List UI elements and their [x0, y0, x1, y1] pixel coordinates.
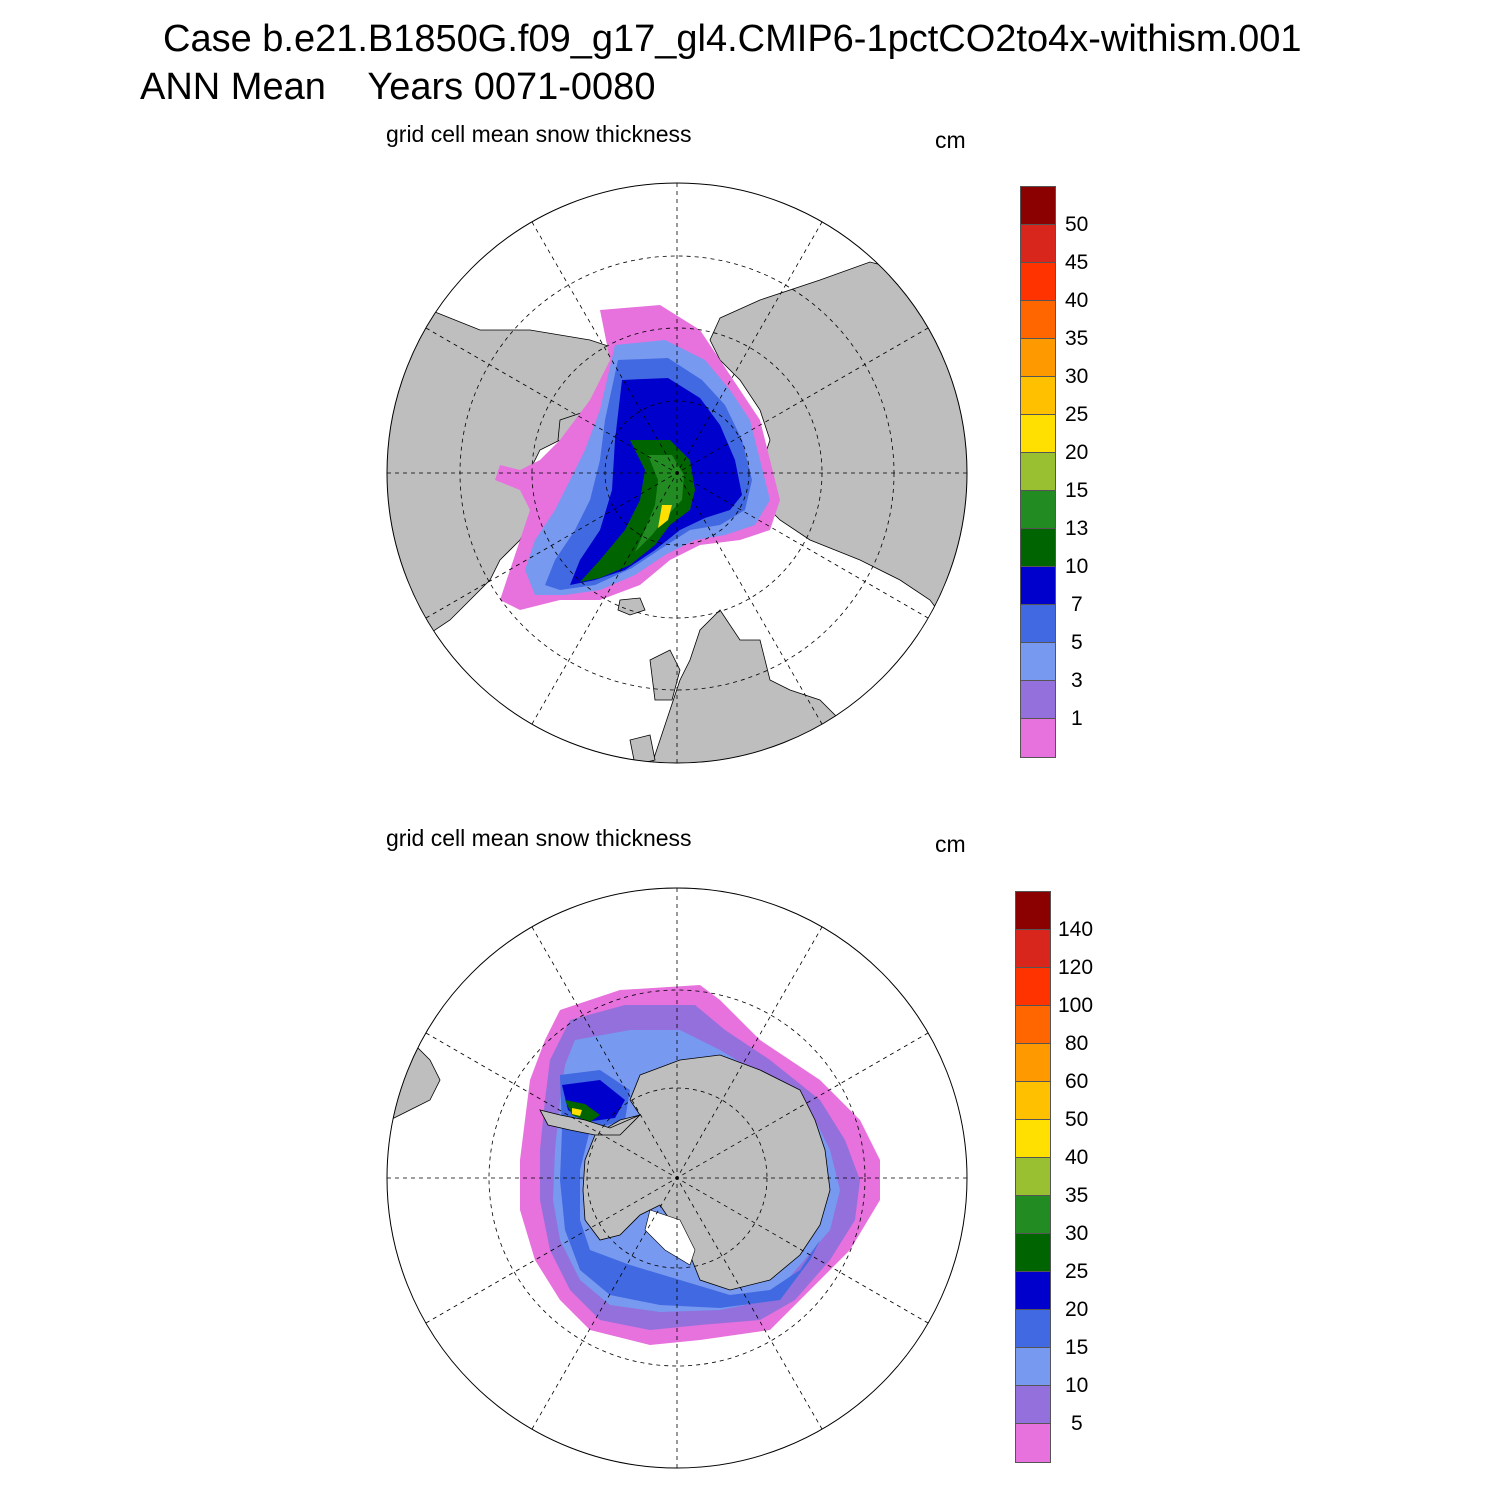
south-snow-darkgreen	[565, 1100, 600, 1122]
south-colorbar-label: 140	[1058, 918, 1094, 941]
south-polar-map	[386, 887, 968, 1469]
south-colorbar-label: 100	[1058, 994, 1094, 1017]
north-colorbar-label: 30	[1065, 365, 1089, 388]
period-title: ANN Mean Years 0071-0080	[140, 66, 656, 108]
north-polar-map	[386, 182, 968, 764]
south-colorbar-box	[1016, 1348, 1050, 1386]
south-colorbar-label: 5	[1071, 1412, 1083, 1435]
north-panel-title: grid cell mean snow thickness	[386, 121, 692, 147]
north-colorbar-box	[1021, 491, 1055, 529]
south-snow-yellow	[572, 1108, 582, 1116]
south-colorbar-box	[1016, 1120, 1050, 1158]
north-colorbar-box	[1021, 339, 1055, 377]
south-colorbar-box	[1016, 1272, 1050, 1310]
south-colorbar-box	[1016, 1082, 1050, 1120]
north-colorbar-box	[1021, 605, 1055, 643]
north-colorbar-label: 3	[1071, 669, 1083, 692]
south-colorbar-label: 50	[1065, 1108, 1089, 1131]
north-snow-green	[635, 455, 684, 552]
south-colorbar	[1015, 891, 1051, 1463]
north-colorbar-box	[1021, 377, 1055, 415]
north-graticule	[387, 183, 967, 763]
north-colorbar	[1020, 186, 1056, 758]
south-colorbar-box	[1016, 1386, 1050, 1424]
north-colorbar-label: 25	[1065, 403, 1089, 426]
north-colorbar-label: 1	[1071, 707, 1083, 730]
south-colorbar-label: 40	[1065, 1146, 1089, 1169]
north-colorbar-box	[1021, 643, 1055, 681]
south-colorbar-box	[1016, 1196, 1050, 1234]
north-colorbar-box	[1021, 567, 1055, 605]
north-colorbar-box	[1021, 681, 1055, 719]
south-colorbar-label: 120	[1058, 956, 1094, 979]
south-panel-title: grid cell mean snow thickness	[386, 825, 692, 851]
ross-ice-shelf	[644, 1209, 696, 1266]
north-colorbar-box	[1021, 187, 1055, 225]
south-colorbar-label: 35	[1065, 1184, 1089, 1207]
south-colorbar-label: 80	[1065, 1032, 1089, 1055]
south-colorbar-box	[1016, 1006, 1050, 1044]
north-colorbar-box	[1021, 719, 1055, 757]
north-colorbar-label: 15	[1065, 479, 1089, 502]
north-colorbar-label: 40	[1065, 289, 1089, 312]
north-snow-yellow	[658, 505, 672, 528]
south-colorbar-box	[1016, 892, 1050, 930]
north-colorbar-label: 20	[1065, 441, 1089, 464]
north-colorbar-box	[1021, 301, 1055, 339]
north-colorbar-box	[1021, 529, 1055, 567]
north-colorbar-box	[1021, 415, 1055, 453]
north-colorbar-box	[1021, 453, 1055, 491]
case-title: Case b.e21.B1850G.f09_g17_gl4.CMIP6-1pct…	[163, 18, 1302, 60]
south-units-label: cm	[935, 831, 966, 857]
north-colorbar-box	[1021, 225, 1055, 263]
south-colorbar-box	[1016, 1044, 1050, 1082]
south-colorbar-label: 60	[1065, 1070, 1089, 1093]
north-colorbar-label: 10	[1065, 555, 1089, 578]
north-colorbar-label: 7	[1071, 593, 1083, 616]
south-colorbar-box	[1016, 1234, 1050, 1272]
south-graticule	[387, 888, 967, 1468]
south-colorbar-label: 20	[1065, 1298, 1089, 1321]
south-colorbar-label: 25	[1065, 1260, 1089, 1283]
north-colorbar-label: 45	[1065, 251, 1089, 274]
north-units-label: cm	[935, 127, 966, 153]
north-snow-field	[495, 305, 780, 610]
north-colorbar-label: 13	[1065, 517, 1089, 540]
south-colorbar-label: 30	[1065, 1222, 1089, 1245]
south-colorbar-box	[1016, 1310, 1050, 1348]
south-colorbar-box	[1016, 1424, 1050, 1462]
south-colorbar-box	[1016, 930, 1050, 968]
north-colorbar-label: 5	[1071, 631, 1083, 654]
south-colorbar-label: 15	[1065, 1336, 1089, 1359]
north-colorbar-box	[1021, 263, 1055, 301]
north-colorbar-label: 35	[1065, 327, 1089, 350]
south-colorbar-box	[1016, 968, 1050, 1006]
north-colorbar-label: 50	[1065, 213, 1089, 236]
south-colorbar-box	[1016, 1158, 1050, 1196]
south-colorbar-label: 10	[1065, 1374, 1089, 1397]
